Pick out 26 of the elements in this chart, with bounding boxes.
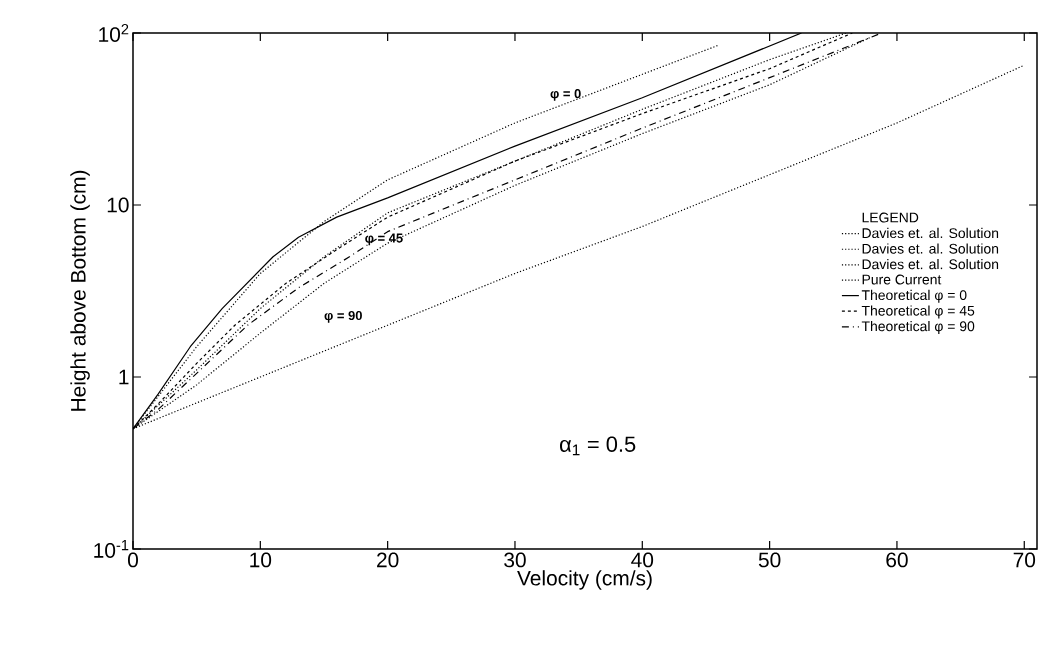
y-axis-title: Height above Bottom (cm) (70, 170, 90, 411)
x-tick-label: 60 (886, 552, 908, 568)
x-tick-label: 50 (758, 552, 781, 568)
y-tick-label: 1 (119, 369, 129, 385)
annotation: α$_{1}$ = 0.5 (560, 436, 636, 456)
y-tick-label: 10 (107, 197, 129, 213)
legend-label: Theoretical φ = 90 (861, 320, 975, 334)
legend-label: Davies et. al. Solution (862, 243, 999, 254)
annotation: φ = 45 (365, 233, 403, 246)
annotation: φ = 90 (324, 310, 362, 323)
x-axis-title: Velocity (cm/s) (517, 570, 652, 590)
y-tick-label: 10$^{-1}$ (94, 540, 129, 558)
x-tick-label: 40 (631, 552, 654, 568)
legend-label: Theoretical φ = 0 (861, 289, 967, 303)
legend-label: Davies et. al. Solution (862, 227, 999, 239)
legend-label: Pure Current (862, 274, 942, 285)
x-tick-label: 20 (377, 552, 399, 568)
x-tick-label: 70 (1013, 552, 1036, 568)
legend-label: Davies et. al. Solution (862, 259, 999, 270)
x-tick-label: 10 (250, 552, 272, 568)
x-tick-label: 30 (504, 552, 526, 568)
legend-label: Theoretical φ = 45 (861, 305, 975, 319)
x-tick-label: 0 (128, 552, 138, 568)
annotation: φ = 0 (550, 89, 581, 101)
legend-title: LEGEND (862, 212, 919, 223)
y-tick-label: 10$^{2}$ (99, 24, 129, 42)
